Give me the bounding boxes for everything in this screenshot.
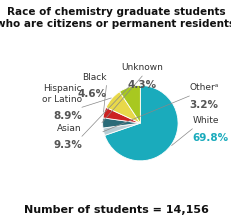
Text: 4.3%: 4.3%: [127, 80, 156, 90]
Wedge shape: [119, 85, 140, 123]
Text: Hispanic
or Latino: Hispanic or Latino: [42, 84, 82, 104]
Text: White: White: [191, 116, 218, 125]
Wedge shape: [104, 85, 177, 161]
Text: Asian: Asian: [57, 123, 82, 133]
Wedge shape: [102, 118, 140, 128]
Text: 3.2%: 3.2%: [188, 100, 217, 110]
Wedge shape: [106, 92, 140, 123]
Text: 69.8%: 69.8%: [191, 133, 228, 143]
Text: 8.9%: 8.9%: [53, 111, 82, 121]
Wedge shape: [103, 123, 140, 135]
Text: Black: Black: [82, 73, 106, 82]
Text: 9.3%: 9.3%: [53, 140, 82, 150]
Wedge shape: [103, 107, 140, 123]
Text: Otherᵃ: Otherᵃ: [188, 83, 218, 92]
Text: Race of chemistry graduate students
who are citizens or permanent residents: Race of chemistry graduate students who …: [0, 7, 231, 29]
Text: 4.6%: 4.6%: [77, 89, 106, 99]
Text: Number of students = 14,156: Number of students = 14,156: [24, 205, 207, 215]
Text: Unknown: Unknown: [121, 63, 162, 72]
